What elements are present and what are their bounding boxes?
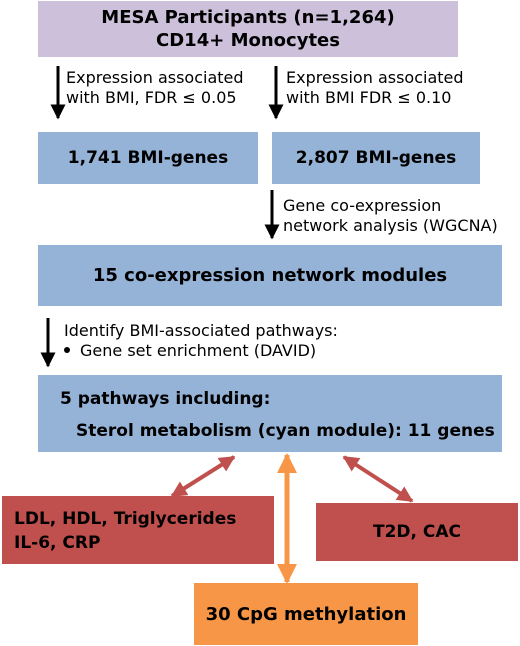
- network-step-note: Gene co-expression network analysis (WGC…: [283, 196, 498, 235]
- genes-left-box: 1,741 BMI-genes: [38, 132, 258, 184]
- genes-right-box: 2,807 BMI-genes: [272, 132, 480, 184]
- participants-box: MESA Participants (n=1,264) CD14+ Monocy…: [38, 1, 458, 57]
- step-left-note: Expression associated with BMI, FDR ≤ 0.…: [66, 68, 244, 107]
- bullet-icon: [64, 346, 70, 353]
- arrow-double-lipids-icon: [170, 455, 236, 498]
- lipids-box: LDL, HDL, Triglycerides IL-6, CRP: [2, 496, 274, 564]
- step-right-note: Expression associated with BMI FDR ≤ 0.1…: [286, 68, 464, 107]
- participants-title: MESA Participants (n=1,264): [101, 7, 395, 28]
- pathways-box: 5 pathways including: Sterol metabolism …: [38, 375, 502, 452]
- t2d-box: T2D, CAC: [316, 503, 518, 561]
- arrow-double-t2d-icon: [342, 455, 414, 503]
- methylation-box: 30 CpG methylation: [194, 583, 418, 645]
- participants-subtitle: CD14+ Monocytes: [156, 30, 340, 51]
- modules-box: 15 co-expression network modules: [38, 245, 502, 306]
- pathway-step-note: Identify BMI-associated pathways: Gene s…: [64, 321, 338, 360]
